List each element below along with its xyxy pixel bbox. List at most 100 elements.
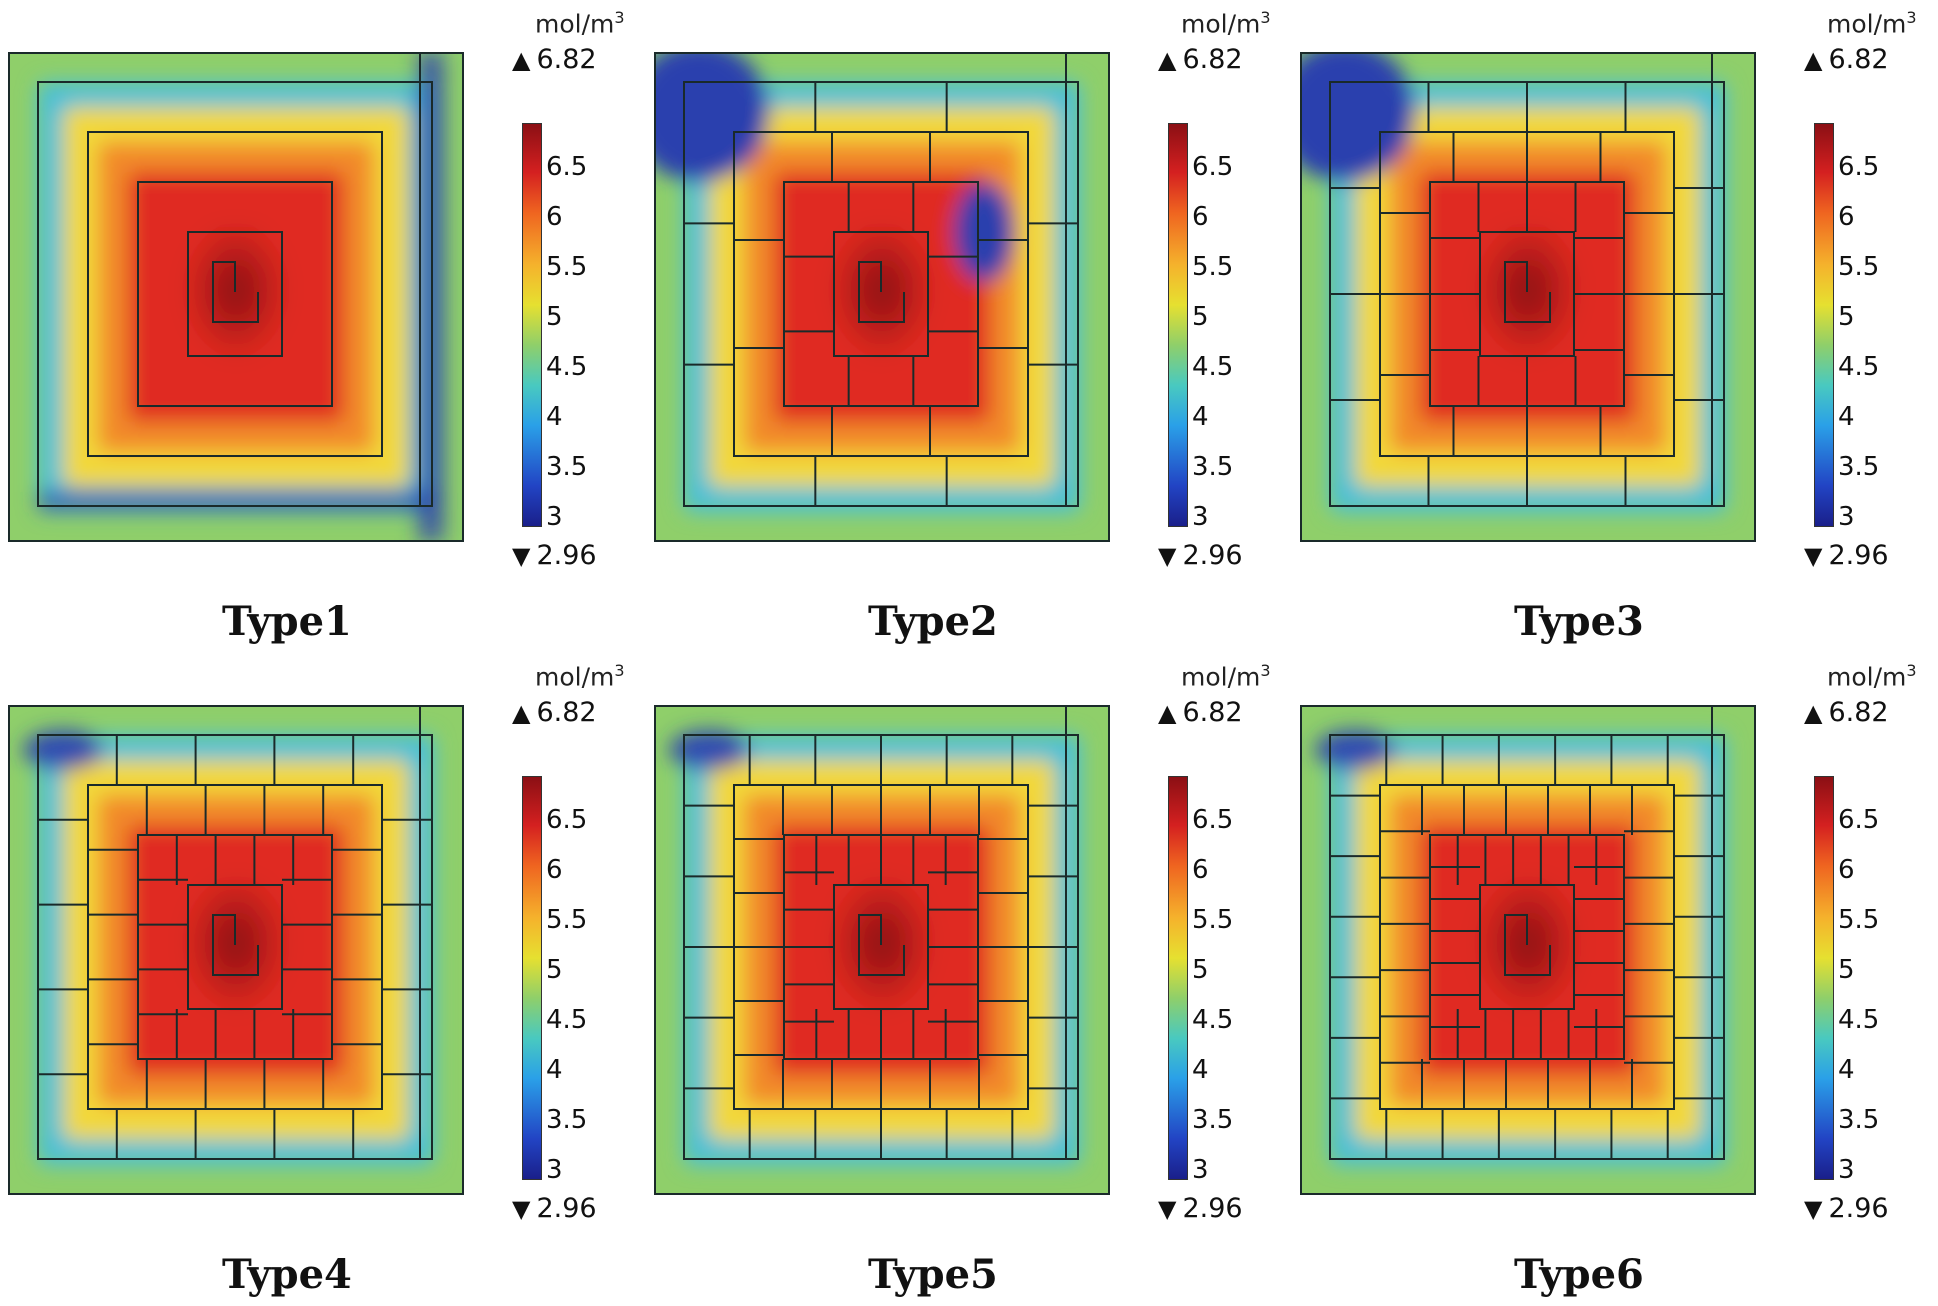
domain-border: [654, 705, 1110, 1195]
panel-caption: Type4: [222, 1251, 352, 1298]
spiral-wall: [187, 231, 283, 357]
unit-exponent: 3: [1260, 8, 1271, 27]
panel-caption: Type2: [868, 598, 998, 645]
max-value: 6.82: [1182, 44, 1243, 75]
colorbar-tick: 4: [1838, 402, 1855, 432]
colorbar: [1168, 776, 1188, 1180]
min-value: 2.96: [1828, 540, 1889, 571]
colorbar-tick: 5: [1838, 302, 1855, 332]
colorbar-tick: 5: [1192, 302, 1209, 332]
spiral-center: [858, 261, 905, 323]
colorbar-tick: 4.5: [1192, 1005, 1234, 1035]
colorbar-tick: 4.5: [1192, 352, 1234, 382]
unit-exponent: 3: [1260, 661, 1271, 680]
panel-caption: Type1: [222, 598, 352, 645]
colorbar-tick: 5.5: [1838, 905, 1880, 935]
unit-text: mol/m: [1181, 9, 1261, 39]
concentration-map-type2: [654, 52, 1110, 542]
colorbar-tick: 6.5: [546, 805, 588, 835]
colorbar-max-label: ▲ 6.82: [512, 697, 597, 728]
domain-border: [654, 52, 1110, 542]
concentration-band: [183, 227, 289, 367]
concentration-band: [1475, 880, 1581, 1020]
concentration-band: [829, 880, 935, 1020]
spiral-wall: [87, 784, 383, 1110]
min-value: 2.96: [536, 540, 597, 571]
spiral-center: [1504, 914, 1551, 976]
spiral-wall: [87, 131, 383, 457]
spiral-channel-walls: [654, 705, 1110, 1195]
colorbar-tick: 6: [546, 202, 563, 232]
concentration-band: [829, 227, 935, 367]
colorbar-tick: 5.5: [1192, 905, 1234, 935]
spiral-wall: [37, 81, 433, 507]
colorbar-unit-label: mol/m3: [535, 8, 625, 38]
panel-type5: mol/m3 ▲ 6.82 6.5 6 5.5 5 4.5 4 3.5 3 ▼ 2.96 Type5: [646, 653, 1292, 1306]
unit-exponent: 3: [614, 661, 625, 680]
low-concentration-zone: [954, 182, 1014, 282]
colorbar-tick: 3: [1192, 1155, 1209, 1185]
spiral-wall: [1479, 884, 1575, 1010]
colorbar-min-label: ▼ 2.96: [1804, 1193, 1889, 1224]
colorbar-tick: 4: [546, 1055, 563, 1085]
concentration-map-type5: [654, 705, 1110, 1195]
low-concentration-zone: [38, 492, 438, 510]
panel-type2: mol/m3 ▲ 6.82 6.5 6 5.5 5 4.5 4 3.5 3 ▼ 2.96 Type2: [646, 0, 1292, 653]
max-value: 6.82: [1828, 697, 1889, 728]
colorbar-max-label: ▲ 6.82: [1804, 697, 1889, 728]
spiral-wall: [733, 131, 1029, 457]
spiral-wall: [37, 734, 433, 1160]
concentration-band: [183, 880, 289, 1020]
spiral-channel-walls: [8, 52, 464, 542]
colorbar-unit-label: mol/m3: [1827, 8, 1917, 38]
colorbar-tick: 5: [546, 955, 563, 985]
colorbar-min-label: ▼ 2.96: [1804, 540, 1889, 571]
colorbar-tick: 3: [1838, 1155, 1855, 1185]
colorbar-tick: 3.5: [1192, 452, 1234, 482]
max-triangle-icon: ▲: [1804, 699, 1823, 727]
max-triangle-icon: ▲: [1158, 46, 1177, 74]
spiral-wall: [783, 181, 979, 407]
colorbar-tick: 6: [1838, 202, 1855, 232]
colorbar-tick: 4.5: [546, 1005, 588, 1035]
min-value: 2.96: [1182, 1193, 1243, 1224]
colorbar-tick: 4: [1192, 1055, 1209, 1085]
panel-type1: mol/m3 ▲ 6.82 6.5 6 5.5 5 4.5 4 3.5 3 ▼ 2.96 Type1: [0, 0, 646, 653]
colorbar-tick: 3.5: [1192, 1105, 1234, 1135]
panel-caption: Type6: [1514, 1251, 1644, 1298]
spiral-center: [212, 914, 259, 976]
unit-text: mol/m: [1827, 662, 1907, 692]
colorbar-max-label: ▲ 6.82: [1158, 697, 1243, 728]
domain-border: [8, 52, 464, 542]
colorbar-tick: 6.5: [546, 152, 588, 182]
spiral-center: [1504, 261, 1551, 323]
min-value: 2.96: [536, 1193, 597, 1224]
colorbar: [1814, 776, 1834, 1180]
colorbar-tick: 6: [1838, 855, 1855, 885]
colorbar-tick: 3: [546, 1155, 563, 1185]
colorbar-tick: 4: [546, 402, 563, 432]
colorbar-max-label: ▲ 6.82: [512, 44, 597, 75]
min-triangle-icon: ▼: [512, 1195, 531, 1223]
colorbar-tick: 6: [546, 855, 563, 885]
panel-caption: Type3: [1514, 598, 1644, 645]
colorbar-tick: 3.5: [546, 452, 588, 482]
spiral-wall: [137, 834, 333, 1060]
colorbar-tick: 4.5: [1838, 352, 1880, 382]
panel-type3: mol/m3 ▲ 6.82 6.5 6 5.5 5 4.5 4 3.5 3 ▼ 2.96 Type3: [1292, 0, 1938, 653]
domain-border: [1300, 52, 1756, 542]
colorbar-tick: 5.5: [546, 905, 588, 935]
colorbar-max-label: ▲ 6.82: [1158, 44, 1243, 75]
min-triangle-icon: ▼: [1158, 1195, 1177, 1223]
max-triangle-icon: ▲: [1158, 699, 1177, 727]
colorbar-tick: 3: [1838, 502, 1855, 532]
concentration-map-type4: [8, 705, 464, 1195]
min-triangle-icon: ▼: [1158, 542, 1177, 570]
spiral-channel-walls: [1300, 705, 1756, 1195]
colorbar-min-label: ▼ 2.96: [512, 1193, 597, 1224]
unit-text: mol/m: [1827, 9, 1907, 39]
concentration-map-type3: [1300, 52, 1756, 542]
spiral-center: [858, 914, 905, 976]
unit-exponent: 3: [614, 8, 625, 27]
max-value: 6.82: [1828, 44, 1889, 75]
